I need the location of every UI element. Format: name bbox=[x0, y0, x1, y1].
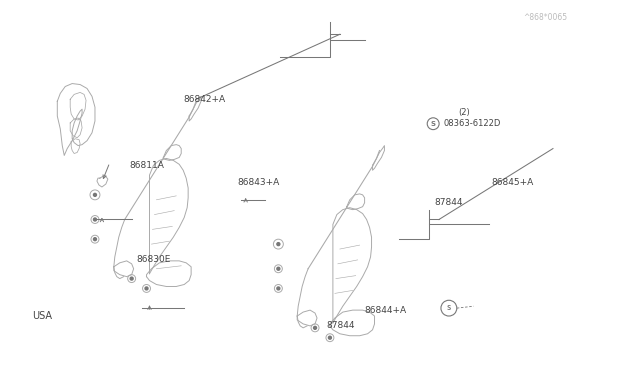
Text: 86843+A: 86843+A bbox=[237, 178, 280, 187]
Circle shape bbox=[93, 218, 97, 221]
Circle shape bbox=[277, 243, 280, 246]
Text: 87844: 87844 bbox=[434, 198, 463, 207]
Circle shape bbox=[277, 287, 280, 290]
Circle shape bbox=[277, 267, 280, 270]
Text: 08363-6122D: 08363-6122D bbox=[443, 119, 500, 128]
Text: 86830E: 86830E bbox=[136, 255, 170, 264]
Text: S: S bbox=[447, 305, 451, 311]
Text: USA: USA bbox=[33, 311, 52, 321]
Circle shape bbox=[328, 336, 332, 339]
Text: S: S bbox=[431, 121, 436, 127]
Text: 86845+A: 86845+A bbox=[492, 178, 534, 187]
Text: 86844+A: 86844+A bbox=[364, 306, 406, 315]
Text: 87844: 87844 bbox=[326, 321, 355, 330]
Text: 86842+A: 86842+A bbox=[184, 95, 226, 105]
Text: (2): (2) bbox=[458, 108, 470, 117]
Circle shape bbox=[314, 326, 317, 329]
Text: ^868*0065: ^868*0065 bbox=[523, 13, 567, 22]
Text: 86811A: 86811A bbox=[130, 161, 164, 170]
Circle shape bbox=[130, 277, 133, 280]
Circle shape bbox=[93, 238, 97, 241]
Circle shape bbox=[93, 193, 97, 196]
Circle shape bbox=[145, 287, 148, 290]
